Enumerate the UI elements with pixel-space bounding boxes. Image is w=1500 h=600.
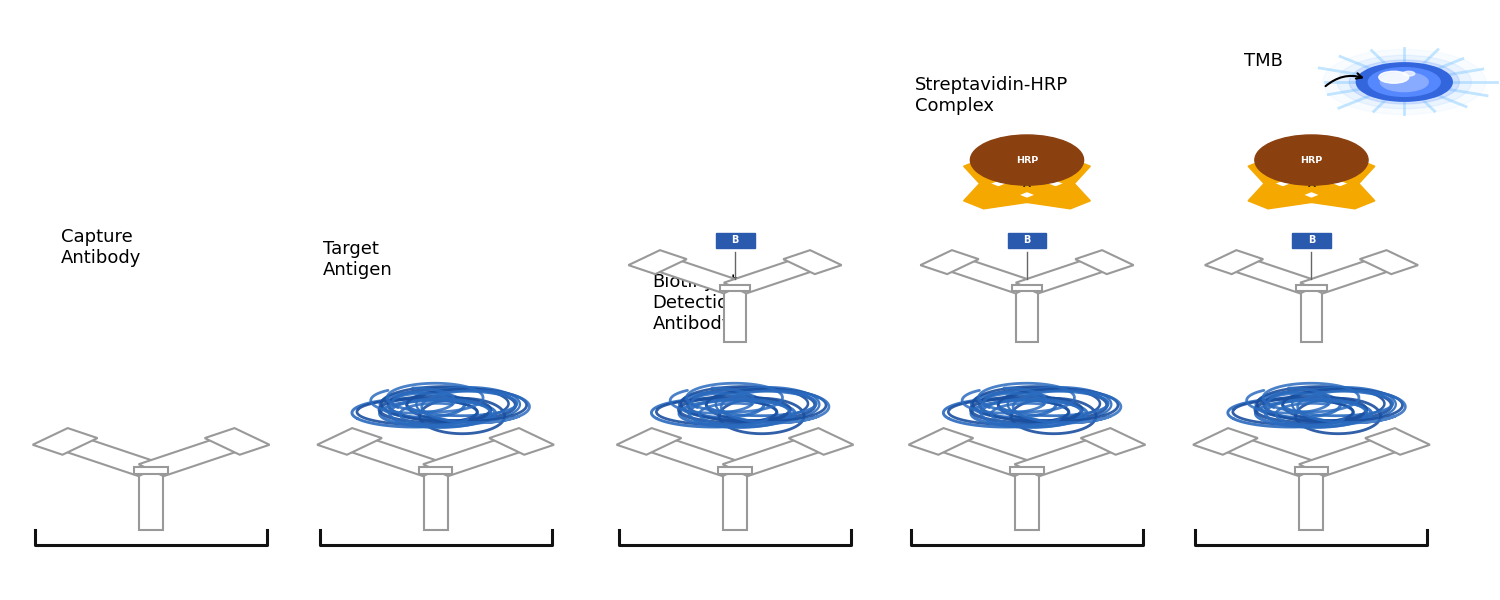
Text: Capture
Antibody: Capture Antibody xyxy=(62,229,141,267)
Circle shape xyxy=(1402,71,1414,76)
Polygon shape xyxy=(646,257,747,293)
Polygon shape xyxy=(338,436,448,476)
Polygon shape xyxy=(1248,181,1318,209)
Polygon shape xyxy=(909,428,974,455)
Text: HRP: HRP xyxy=(1300,155,1323,164)
Bar xyxy=(1300,288,1322,342)
Polygon shape xyxy=(204,428,270,455)
Polygon shape xyxy=(1076,250,1134,274)
Polygon shape xyxy=(723,436,834,476)
Text: A: A xyxy=(1308,179,1316,188)
Polygon shape xyxy=(1192,428,1258,455)
Polygon shape xyxy=(921,250,980,274)
Polygon shape xyxy=(1365,428,1430,455)
Polygon shape xyxy=(1300,257,1400,293)
Ellipse shape xyxy=(1272,142,1352,177)
Ellipse shape xyxy=(987,142,1066,177)
Bar xyxy=(1294,467,1328,473)
Ellipse shape xyxy=(1005,149,1050,169)
Polygon shape xyxy=(138,436,249,476)
Polygon shape xyxy=(1020,158,1090,187)
Polygon shape xyxy=(1359,250,1418,274)
Bar xyxy=(423,470,447,530)
Polygon shape xyxy=(1248,158,1318,187)
Bar xyxy=(419,467,453,473)
Polygon shape xyxy=(1304,181,1376,209)
Ellipse shape xyxy=(1288,149,1334,169)
Polygon shape xyxy=(789,428,853,455)
Polygon shape xyxy=(1299,436,1410,476)
Polygon shape xyxy=(963,181,1035,209)
Bar xyxy=(723,470,747,530)
Polygon shape xyxy=(1016,257,1116,293)
Text: Streptavidin-HRP
Complex: Streptavidin-HRP Complex xyxy=(915,76,1068,115)
Polygon shape xyxy=(489,428,554,455)
Text: A: A xyxy=(1023,179,1031,188)
Circle shape xyxy=(1356,63,1452,101)
Ellipse shape xyxy=(970,135,1083,185)
Polygon shape xyxy=(1222,257,1323,293)
Polygon shape xyxy=(316,428,382,455)
Polygon shape xyxy=(939,257,1038,293)
Text: B: B xyxy=(732,235,738,245)
Polygon shape xyxy=(963,158,1035,187)
Text: TMB: TMB xyxy=(1244,52,1282,70)
Polygon shape xyxy=(33,428,98,455)
Circle shape xyxy=(1368,68,1440,97)
Circle shape xyxy=(1323,50,1485,115)
Polygon shape xyxy=(1080,428,1146,455)
Text: HRP: HRP xyxy=(1016,155,1038,164)
Circle shape xyxy=(1378,71,1408,83)
Circle shape xyxy=(1380,73,1428,92)
Bar xyxy=(720,285,750,291)
Bar xyxy=(1013,285,1042,291)
Polygon shape xyxy=(1204,250,1263,274)
Bar xyxy=(1296,285,1326,291)
Ellipse shape xyxy=(1256,135,1368,185)
Bar xyxy=(140,470,164,530)
Text: B: B xyxy=(1308,235,1316,245)
Circle shape xyxy=(1356,63,1452,101)
Polygon shape xyxy=(636,436,747,476)
Polygon shape xyxy=(1020,181,1090,209)
Polygon shape xyxy=(783,250,842,274)
Bar xyxy=(1010,467,1044,473)
Polygon shape xyxy=(1214,436,1324,476)
Text: B: B xyxy=(1023,235,1031,245)
Polygon shape xyxy=(616,428,681,455)
Bar xyxy=(1016,288,1038,342)
Polygon shape xyxy=(628,250,687,274)
Polygon shape xyxy=(1304,158,1376,187)
Circle shape xyxy=(1336,55,1472,109)
Bar xyxy=(724,288,746,342)
Bar xyxy=(1016,470,1040,530)
Polygon shape xyxy=(1014,436,1125,476)
Bar xyxy=(135,467,168,473)
Circle shape xyxy=(1348,60,1460,104)
Bar xyxy=(1299,470,1323,530)
Text: Biotinylated
Detection
Antibody: Biotinylated Detection Antibody xyxy=(652,273,760,333)
Polygon shape xyxy=(423,436,534,476)
Polygon shape xyxy=(53,436,164,476)
Polygon shape xyxy=(724,257,824,293)
Text: Target
Antigen: Target Antigen xyxy=(324,240,393,279)
Bar xyxy=(718,467,752,473)
Polygon shape xyxy=(928,436,1040,476)
